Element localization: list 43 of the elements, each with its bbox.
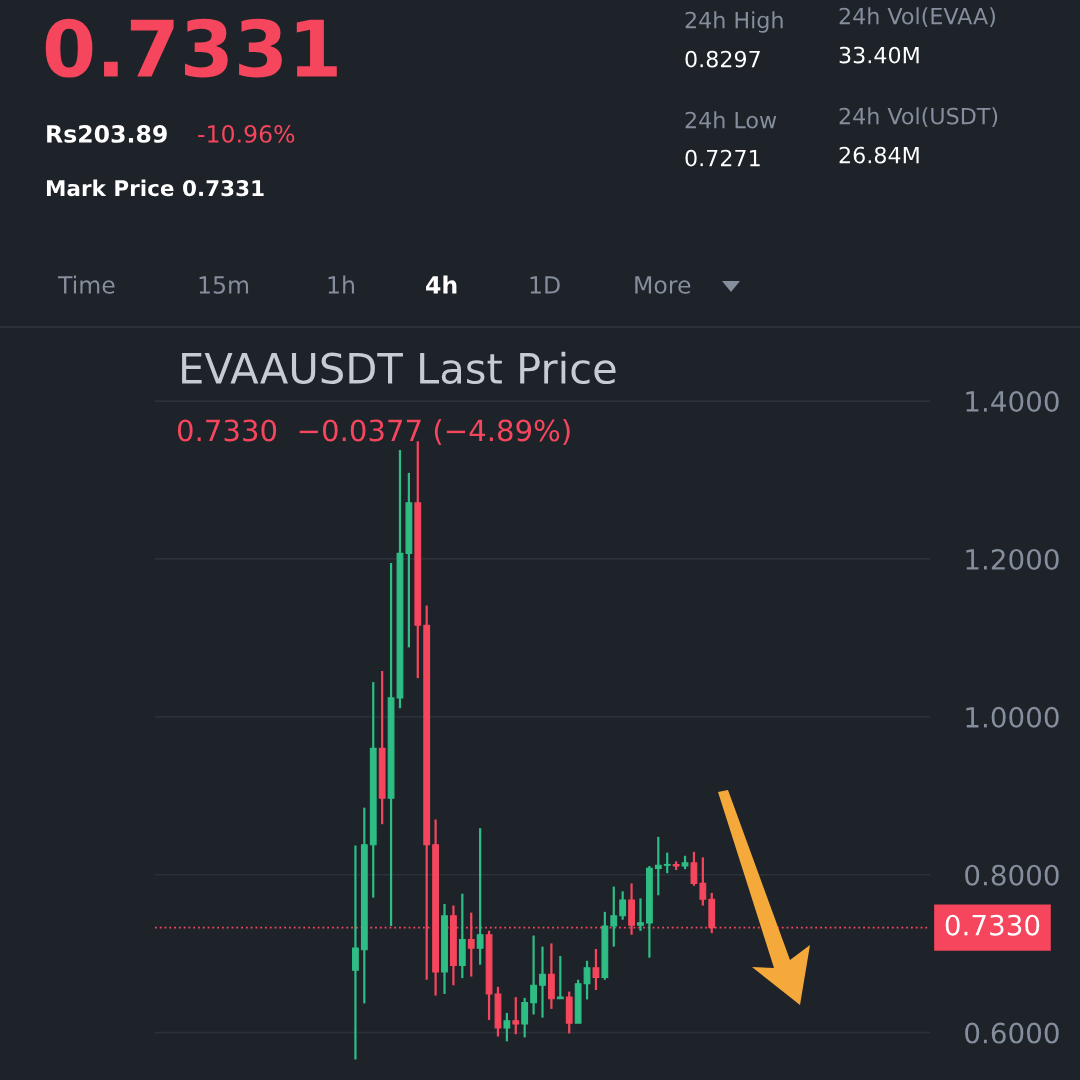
text: 15m — [199, 276, 249, 294]
y-tick-label: 0.8000 — [965, 864, 1059, 886]
candlestick — [610, 885, 618, 948]
text: 4h — [426, 275, 457, 294]
text: 24h High — [685, 11, 783, 33]
text: 0.7271 — [685, 149, 760, 167]
text: Rs203.89 — [47, 124, 167, 143]
candlestick — [530, 934, 537, 1016]
candlestick — [583, 959, 591, 1001]
text: 1h — [328, 275, 354, 294]
text: Time — [57, 275, 115, 294]
text: 1D — [530, 276, 560, 294]
text: -10.96% — [198, 124, 295, 143]
candlestick — [352, 844, 359, 1061]
text: 0.7330 −0.0377 (−4.89%) — [177, 418, 570, 445]
candlestick — [556, 954, 564, 1000]
chart-title: EVAAUSDT Last Price — [182, 351, 616, 385]
y-tick-label: 0.6000 — [965, 1022, 1059, 1044]
candlestick — [654, 835, 662, 897]
candlestick — [476, 827, 484, 966]
candlestick — [699, 856, 707, 907]
text: Mark Price 0.7331 — [46, 179, 264, 197]
candlestick — [690, 850, 698, 887]
y-tick-label: 1.2000 — [966, 548, 1059, 570]
text: 33.40M — [839, 46, 919, 64]
ref-line-label: 0.7330 — [945, 914, 1040, 936]
candlestick — [637, 897, 644, 932]
candlestick — [503, 1011, 511, 1043]
candlestick — [592, 947, 600, 992]
text: 26.84M — [839, 146, 919, 164]
text: 24h Low — [685, 111, 777, 129]
text: 24h Vol(USDT) — [839, 107, 998, 128]
candlestick — [663, 851, 671, 875]
text: 0.7331 — [45, 18, 337, 78]
text: 0.8297 — [685, 50, 760, 68]
text: More — [635, 276, 691, 294]
candlestick — [512, 996, 520, 1036]
candlestick — [539, 945, 546, 1019]
candlestick — [521, 996, 529, 1039]
y-tick-label: 1.0000 — [966, 706, 1059, 728]
text: 24h Vol(EVAA) — [839, 7, 995, 28]
y-tick-label: 1.4000 — [966, 390, 1059, 412]
candlestick — [619, 890, 627, 921]
